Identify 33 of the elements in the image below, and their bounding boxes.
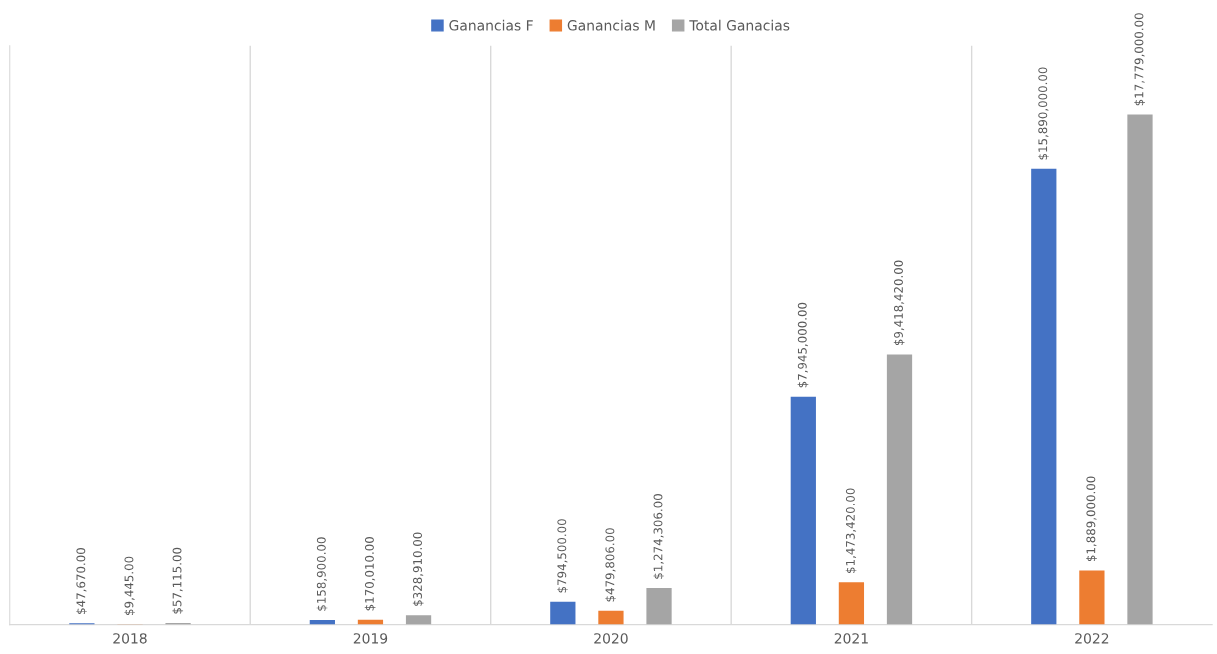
bar (1079, 570, 1105, 625)
data-label: $1,473,420.00 (845, 488, 857, 573)
x-tick-label: 2022 (1075, 633, 1109, 644)
bar (405, 615, 432, 625)
data-label: $9,418,420.00 (893, 260, 905, 346)
legend-label: Total Ganacias (689, 19, 790, 31)
data-label: $15,890,000.00 (1038, 67, 1049, 160)
bar (646, 588, 672, 625)
bar (790, 396, 816, 625)
data-label: $479,806.00 (605, 528, 616, 602)
x-tick-label: 2021 (834, 633, 868, 644)
x-tick-label: 2020 (594, 633, 628, 644)
bar (598, 610, 624, 625)
data-label: $7,945,000.00 (797, 302, 809, 388)
bar (838, 582, 865, 625)
bar (1031, 168, 1057, 625)
data-label: $57,115.00 (172, 547, 184, 614)
data-label: $1,889,000.00 (1086, 476, 1097, 562)
x-tick-label: 2018 (113, 633, 147, 644)
data-label: $1,274,306.00 (653, 494, 665, 579)
data-label: $170,010.00 (364, 537, 376, 611)
data-label: $17,779,000.00 (1134, 13, 1145, 106)
data-label: $47,670.00 (76, 548, 87, 614)
data-label: $158,900.00 (316, 537, 328, 611)
data-label: $9,445.00 (124, 556, 135, 615)
data-label: $328,910.00 (412, 532, 424, 606)
legend-label: Ganancias F (449, 19, 533, 31)
x-tick-label: 2019 (353, 633, 388, 644)
legend-label: Ganancias M (567, 19, 655, 31)
bar (1127, 114, 1153, 625)
data-label: $794,500.00 (557, 519, 568, 593)
bar (550, 601, 576, 625)
bar (886, 354, 913, 625)
